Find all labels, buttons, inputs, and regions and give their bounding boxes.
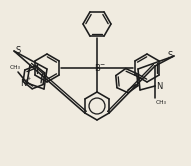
Text: B: B xyxy=(94,64,100,73)
Text: S: S xyxy=(167,50,173,59)
Text: CH₃: CH₃ xyxy=(10,65,20,70)
Text: N: N xyxy=(156,82,162,90)
Text: N: N xyxy=(20,79,26,87)
Text: S: S xyxy=(15,45,21,54)
Text: −: − xyxy=(99,61,105,67)
Text: CH₃: CH₃ xyxy=(155,99,167,105)
Text: +: + xyxy=(27,76,31,81)
